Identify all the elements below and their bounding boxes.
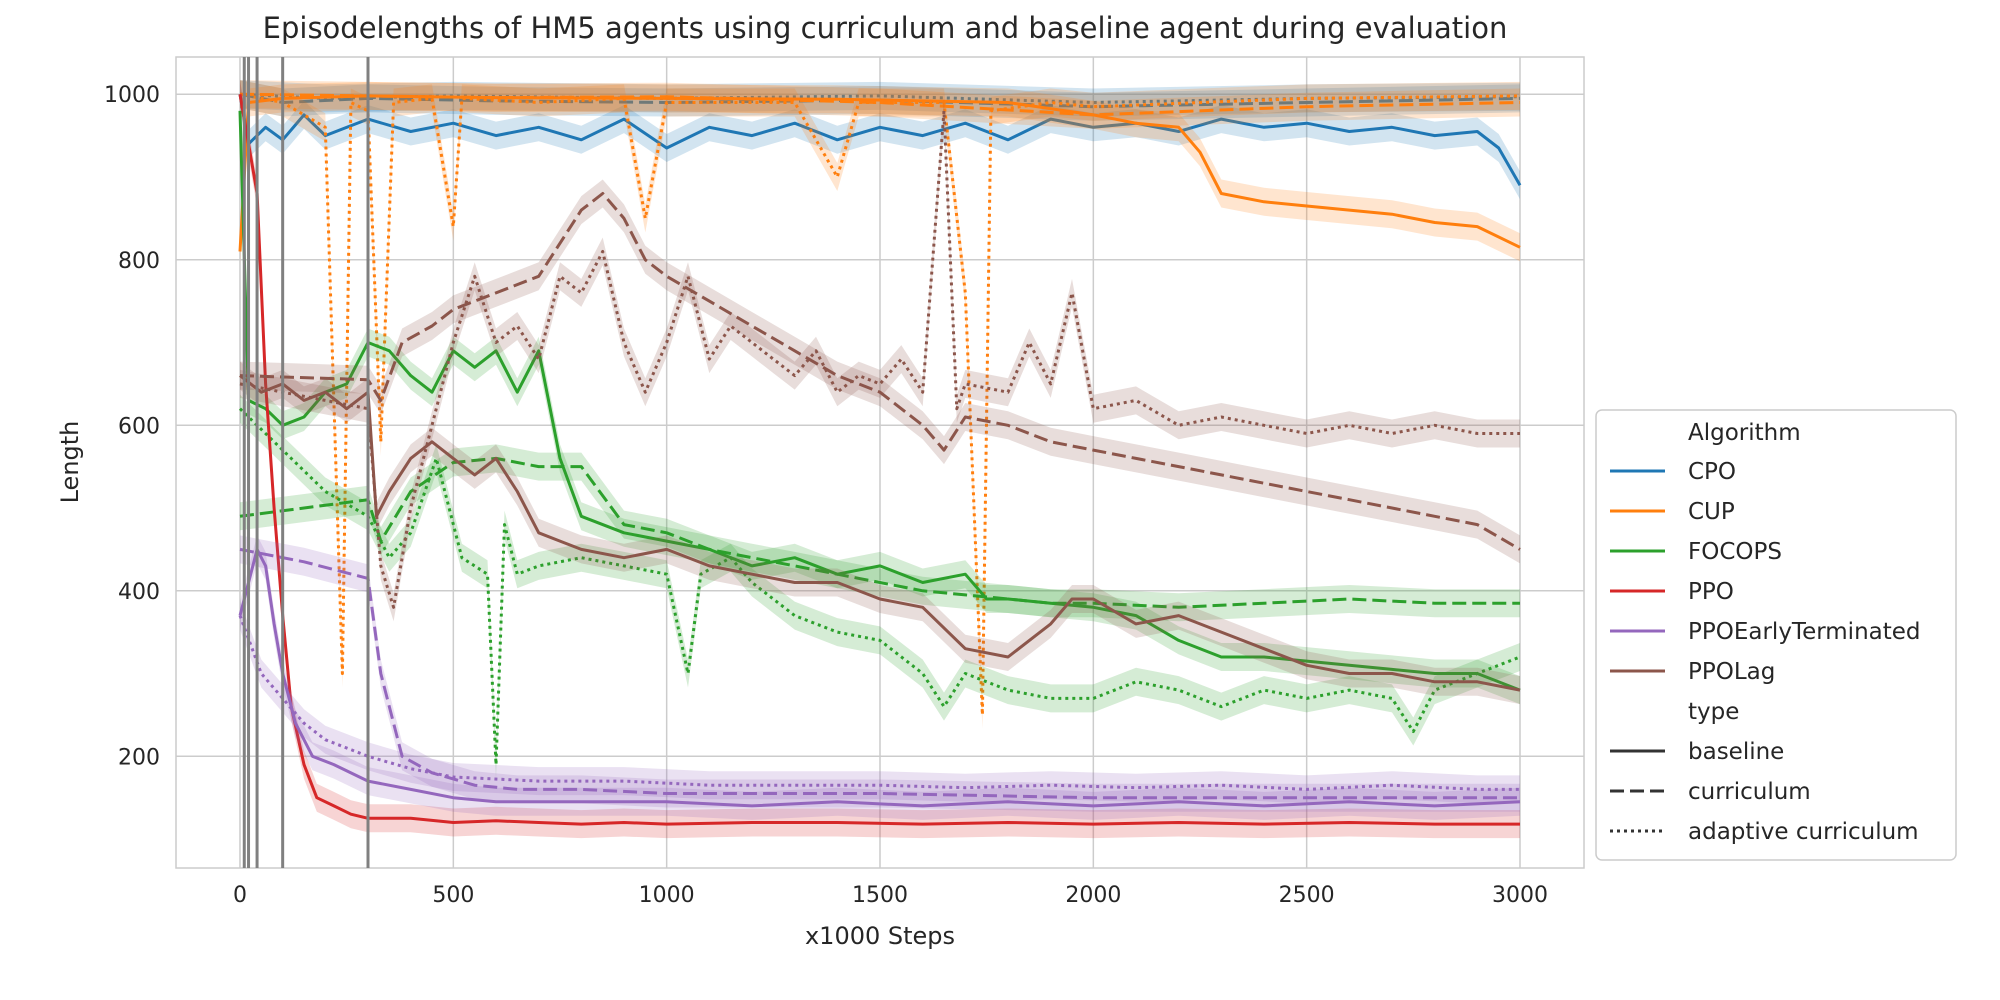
y-tick-labels: 200 400 600 800 1000 xyxy=(104,83,160,770)
series-focops xyxy=(238,96,1521,779)
confidence-band-focops-curriculum xyxy=(240,444,1520,622)
x-tick-label: 3000 xyxy=(1492,883,1548,908)
y-tick-label: 800 xyxy=(118,249,160,274)
series-ppo xyxy=(238,80,1520,839)
legend-label-ppo: PPO xyxy=(1688,579,1734,605)
x-tick-labels: 0 500 1000 1500 2000 2500 3000 xyxy=(233,883,1548,908)
line-cpo-baseline xyxy=(238,93,1522,187)
line-ppoearlyterminated-adaptive-curriculum xyxy=(238,615,1520,791)
y-tick-label: 600 xyxy=(118,414,160,439)
line-ppoearlyterminated-curriculum xyxy=(239,547,1520,800)
legend-box xyxy=(1595,409,1957,861)
legend-label-ppolag: PPOLag xyxy=(1688,659,1775,685)
legend-style-label-curriculum: curriculum xyxy=(1688,779,1811,805)
confidence-band-cpo-baseline xyxy=(240,80,1520,200)
confidence-band-cpo-adaptive-curriculum xyxy=(240,80,1520,117)
line-cup-curriculum xyxy=(239,92,1521,117)
legend-label-focops: FOCOPS xyxy=(1688,539,1782,565)
y-tick-label: 400 xyxy=(118,580,160,605)
confidence-band-ppolag-baseline xyxy=(240,361,1520,705)
x-tick-label: 500 xyxy=(432,883,474,908)
legend-hue-title: Algorithm xyxy=(1688,420,1801,446)
line-focops-curriculum xyxy=(239,456,1520,609)
legend: Algorithm CPO CUP FOCOPS PPO PPOEarlyTermina… xyxy=(1595,409,1957,861)
series-ppolag xyxy=(239,96,1521,705)
x-axis-label: x1000 Steps xyxy=(805,922,955,950)
legend-label-ppoearlyterminated: PPOEarlyTerminated xyxy=(1688,619,1921,645)
y-tick-label: 1000 xyxy=(104,83,160,108)
y-axis-label: Length xyxy=(56,421,84,504)
stage-markers xyxy=(242,57,370,868)
y-tick-label: 200 xyxy=(118,745,160,770)
grid xyxy=(176,57,1584,868)
x-tick-label: 0 xyxy=(233,883,247,908)
x-tick-label: 1000 xyxy=(639,883,695,908)
legend-style-label-adaptive-curriculum: adaptive curriculum xyxy=(1688,819,1919,845)
legend-style-label-baseline: baseline xyxy=(1688,739,1784,765)
chart-title: Episodelengths of HM5 agents using curri… xyxy=(263,11,1508,45)
confidence-band-cup-curriculum xyxy=(240,80,1520,129)
line-ppo-baseline xyxy=(238,93,1520,826)
legend-label-cup: CUP xyxy=(1688,499,1735,525)
confidence-band-ppolag-curriculum xyxy=(240,179,1520,564)
legend-label-cpo: CPO xyxy=(1688,459,1736,485)
line-cup-adaptive-curriculum xyxy=(239,92,1521,717)
line-ppolag-adaptive-curriculum xyxy=(239,109,1520,609)
x-tick-label: 2500 xyxy=(1279,883,1335,908)
confidence-band-ppoearlyterminated-adaptive-curriculum xyxy=(240,601,1520,804)
x-tick-label: 1500 xyxy=(852,883,908,908)
legend-style-title: type xyxy=(1688,699,1739,725)
x-tick-label: 2000 xyxy=(1065,883,1121,908)
